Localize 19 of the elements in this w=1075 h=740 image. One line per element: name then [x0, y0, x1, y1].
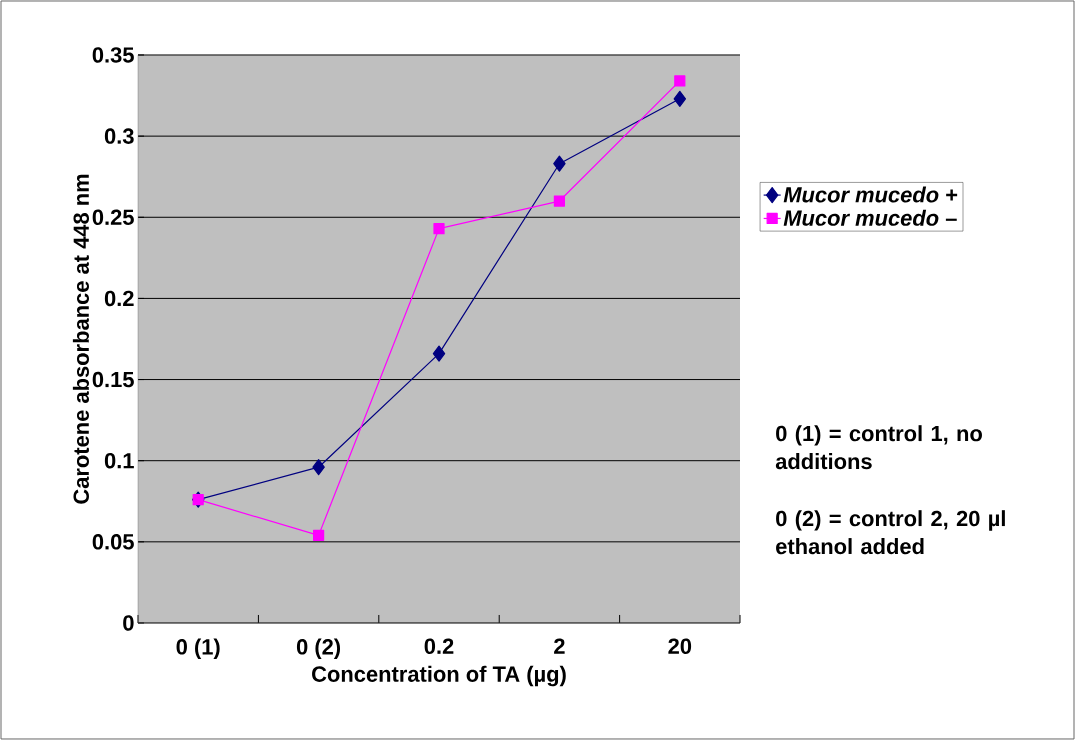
y-tick-label: 0.15: [92, 371, 134, 388]
legend-label: Mucor mucedo +: [783, 186, 958, 203]
y-tick-label: 0.1: [104, 452, 134, 469]
x-tick-label: 0 (2): [296, 638, 341, 659]
y-axis-title: Carotene absorbance at 448 nm: [72, 174, 89, 504]
x-tick-label: 0.2: [424, 638, 454, 655]
y-tick-label: 0.2: [104, 290, 134, 307]
x-axis-title: Concentration of TA (µg): [312, 665, 566, 687]
text: 0 (1) = control 1, no additions: [775, 425, 982, 470]
text: 0 (2) = control 2, 20 µl ethanol added: [776, 510, 1005, 555]
x-tick-label: 20: [668, 638, 692, 655]
y-tick-label: 0.35: [92, 47, 134, 63]
x-tick-label: 0 (1): [176, 638, 220, 659]
y-tick-label: 0.3: [104, 128, 134, 144]
y-tick-label: 0: [123, 615, 134, 631]
y-tick-label: 0.25: [92, 209, 134, 226]
x-tick-label: 2: [554, 638, 565, 654]
y-tick-label: 0.05: [92, 534, 134, 550]
legend-label: Mucor mucedo –: [783, 209, 957, 226]
